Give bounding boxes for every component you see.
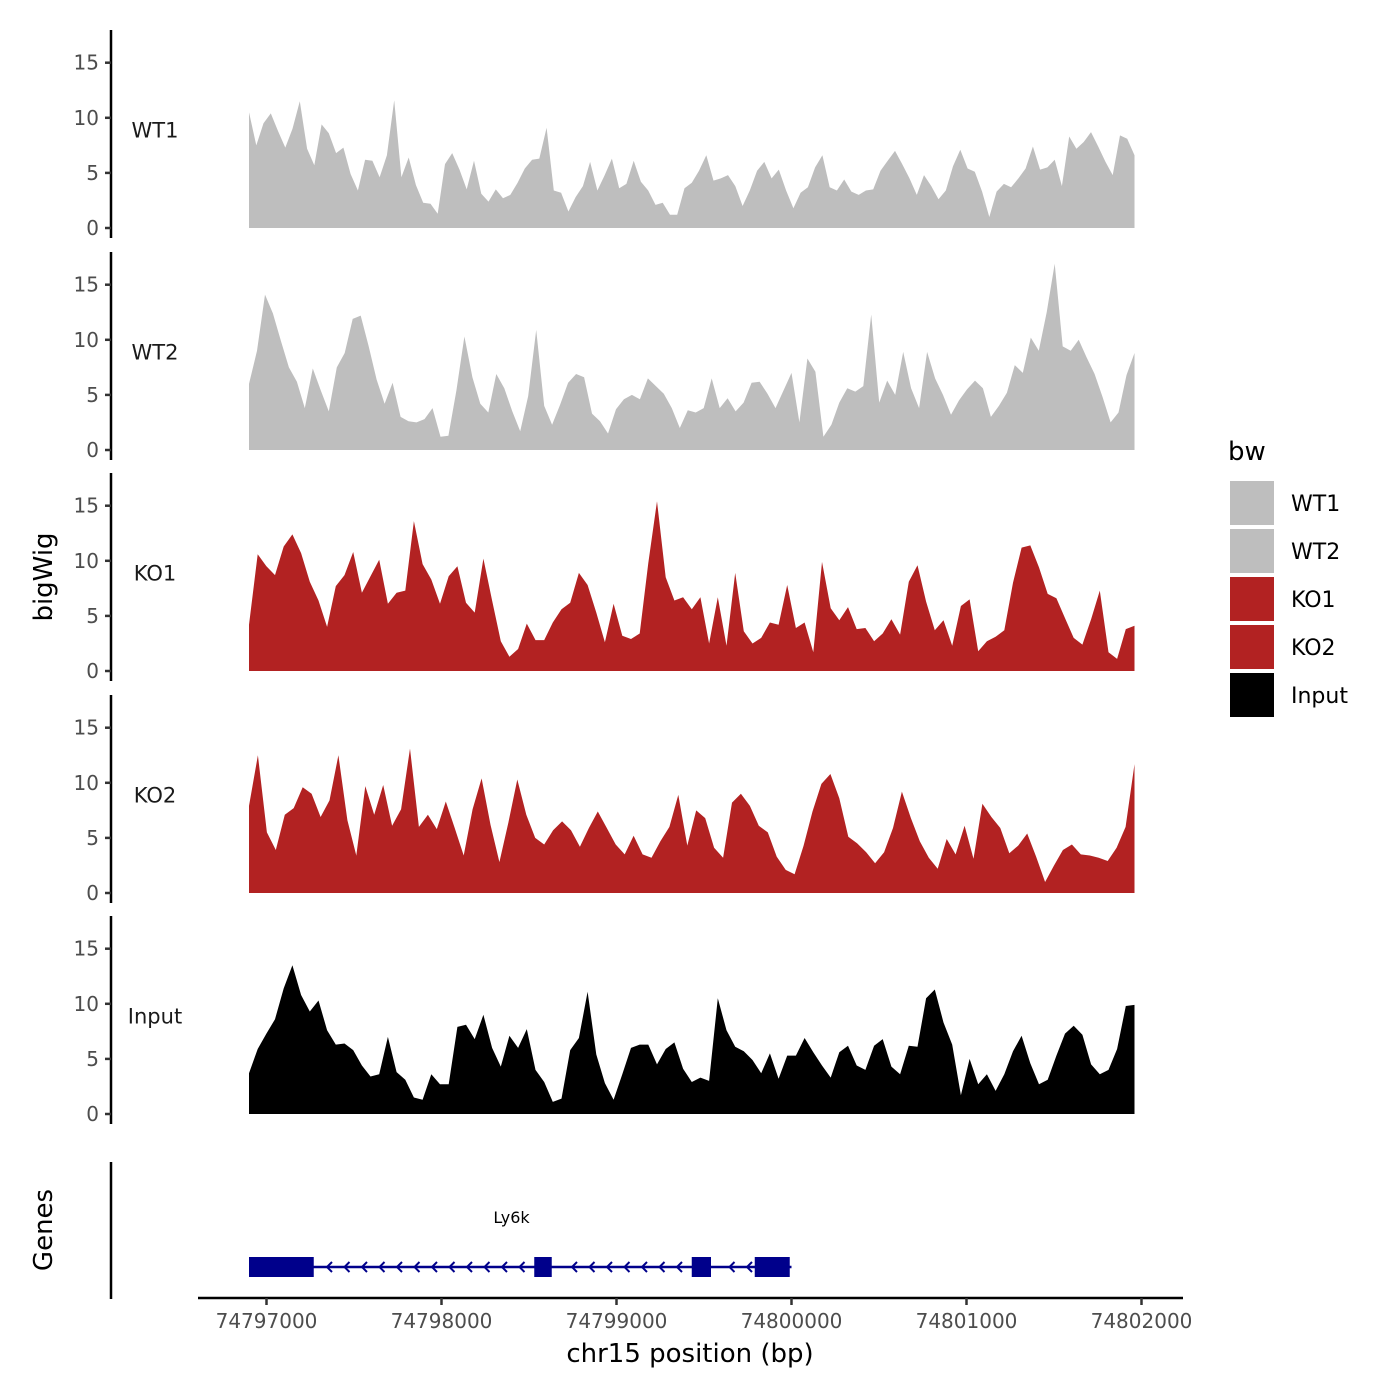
legend-swatch [1230,481,1274,525]
track-ko2: 0 5 10 15 KO2 [74,695,1135,905]
gene-models: Ly6k [249,1208,792,1277]
strand-arrow [640,1261,648,1273]
y-tick-label: 10 [74,549,99,573]
strand-arrow [658,1261,666,1273]
legend-items: WT1 WT2 KO1 KO2 Input [1230,481,1348,717]
y-tick-label: 5 [86,826,99,850]
y-tick-label: 0 [86,438,99,462]
coverage-area-input [249,965,1135,1114]
strand-arrow [448,1261,456,1273]
x-tick-label: 74801000 [916,1309,1018,1333]
strand-arrow [500,1261,508,1273]
y-tick-label: 5 [86,383,99,407]
legend-swatch [1230,577,1274,621]
track-input: 0 5 10 15 Input [74,916,1135,1126]
strand-arrow [570,1261,578,1273]
y-tick-label: 15 [74,716,99,740]
y-tick-label: 0 [86,659,99,683]
strand-arrow [588,1261,596,1273]
genes-panel-title: Genes [29,1189,59,1271]
legend-item-wt2: WT2 [1230,529,1340,573]
coverage-area-ko1 [249,501,1135,671]
y-tick-label: 5 [86,1047,99,1071]
track-ko1: 0 5 10 15 KO1 [74,473,1135,683]
gene-exon [249,1257,314,1277]
x-axis: 74797000 74798000 74799000 74800000 74801000… [198,1296,1193,1369]
y-tick-label: 10 [74,771,99,795]
strand-arrow [675,1261,683,1273]
strand-arrow [413,1261,421,1273]
strand-arrow [605,1261,613,1273]
gene-name-label: Ly6k [493,1208,530,1227]
y-tick-label: 5 [86,604,99,628]
legend-swatch [1230,625,1274,669]
legend-title: bw [1228,437,1266,467]
y-tick-label: 15 [74,494,99,518]
gene-ly6k: Ly6k [249,1208,792,1277]
coverage-tracks: 0 5 10 15 WT1 0 5 10 15 WT2 0 5 10 15 KO1 0 5 10 15 KO2 0 5 10… [74,30,1135,1126]
strand-arrow [465,1261,473,1273]
y-tick-label: 15 [74,937,99,961]
strand-arrow [518,1261,526,1273]
strand-arrow [430,1261,438,1273]
strand-arrow [623,1261,631,1273]
legend-item-input: Input [1230,673,1348,717]
track-label: Input [128,1005,182,1029]
y-axis-title: bigWig [29,532,59,621]
track-wt1: 0 5 10 15 WT1 [74,30,1135,240]
legend-swatch [1230,673,1274,717]
coverage-area-wt1 [249,100,1135,228]
legend-item-wt1: WT1 [1230,481,1340,525]
gene-exon [534,1257,552,1277]
x-tick-label: 74798000 [391,1309,493,1333]
x-tick-label: 74802000 [1091,1309,1193,1333]
strand-arrow [360,1261,368,1273]
x-tick-label: 74799000 [566,1309,668,1333]
strand-arrow [728,1261,736,1273]
x-ticks: 74797000 74798000 74799000 74800000 74801000… [216,1298,1193,1333]
y-tick-label: 5 [86,161,99,185]
coverage-area-wt2 [249,263,1135,450]
x-tick-label: 74800000 [741,1309,843,1333]
x-axis-title: chr15 position (bp) [566,1339,813,1369]
y-tick-label: 10 [74,992,99,1016]
y-tick-label: 10 [74,106,99,130]
track-label: KO2 [134,784,177,808]
y-tick-label: 0 [86,1102,99,1126]
gene-exon [754,1257,790,1277]
genes-panel: Genes Ly6k [29,1162,792,1299]
legend-swatch [1230,529,1274,573]
legend: bw WT1 WT2 KO1 KO2 Input [1228,437,1348,717]
legend-label: Input [1291,684,1348,709]
y-tick-label: 15 [74,273,99,297]
track-wt2: 0 5 10 15 WT2 [74,252,1135,462]
track-label: WT1 [132,119,179,143]
y-tick-label: 10 [74,328,99,352]
legend-label: WT2 [1291,540,1340,565]
strand-arrow [325,1261,333,1273]
x-tick-label: 74797000 [216,1309,318,1333]
track-label: WT2 [132,341,179,365]
strand-arrow [395,1261,403,1273]
strand-arrow [378,1261,386,1273]
y-tick-label: 0 [86,881,99,905]
legend-item-ko2: KO2 [1230,625,1336,669]
coverage-area-ko2 [249,748,1135,893]
legend-label: KO1 [1291,588,1336,613]
gene-exon [691,1257,711,1277]
legend-label: WT1 [1291,492,1340,517]
legend-item-ko1: KO1 [1230,577,1336,621]
strand-arrow [483,1261,491,1273]
strand-arrow [343,1261,351,1273]
track-label: KO1 [134,562,177,586]
y-tick-label: 0 [86,216,99,240]
strand-arrow [745,1261,753,1273]
legend-label: KO2 [1291,636,1336,661]
y-tick-label: 15 [74,51,99,75]
